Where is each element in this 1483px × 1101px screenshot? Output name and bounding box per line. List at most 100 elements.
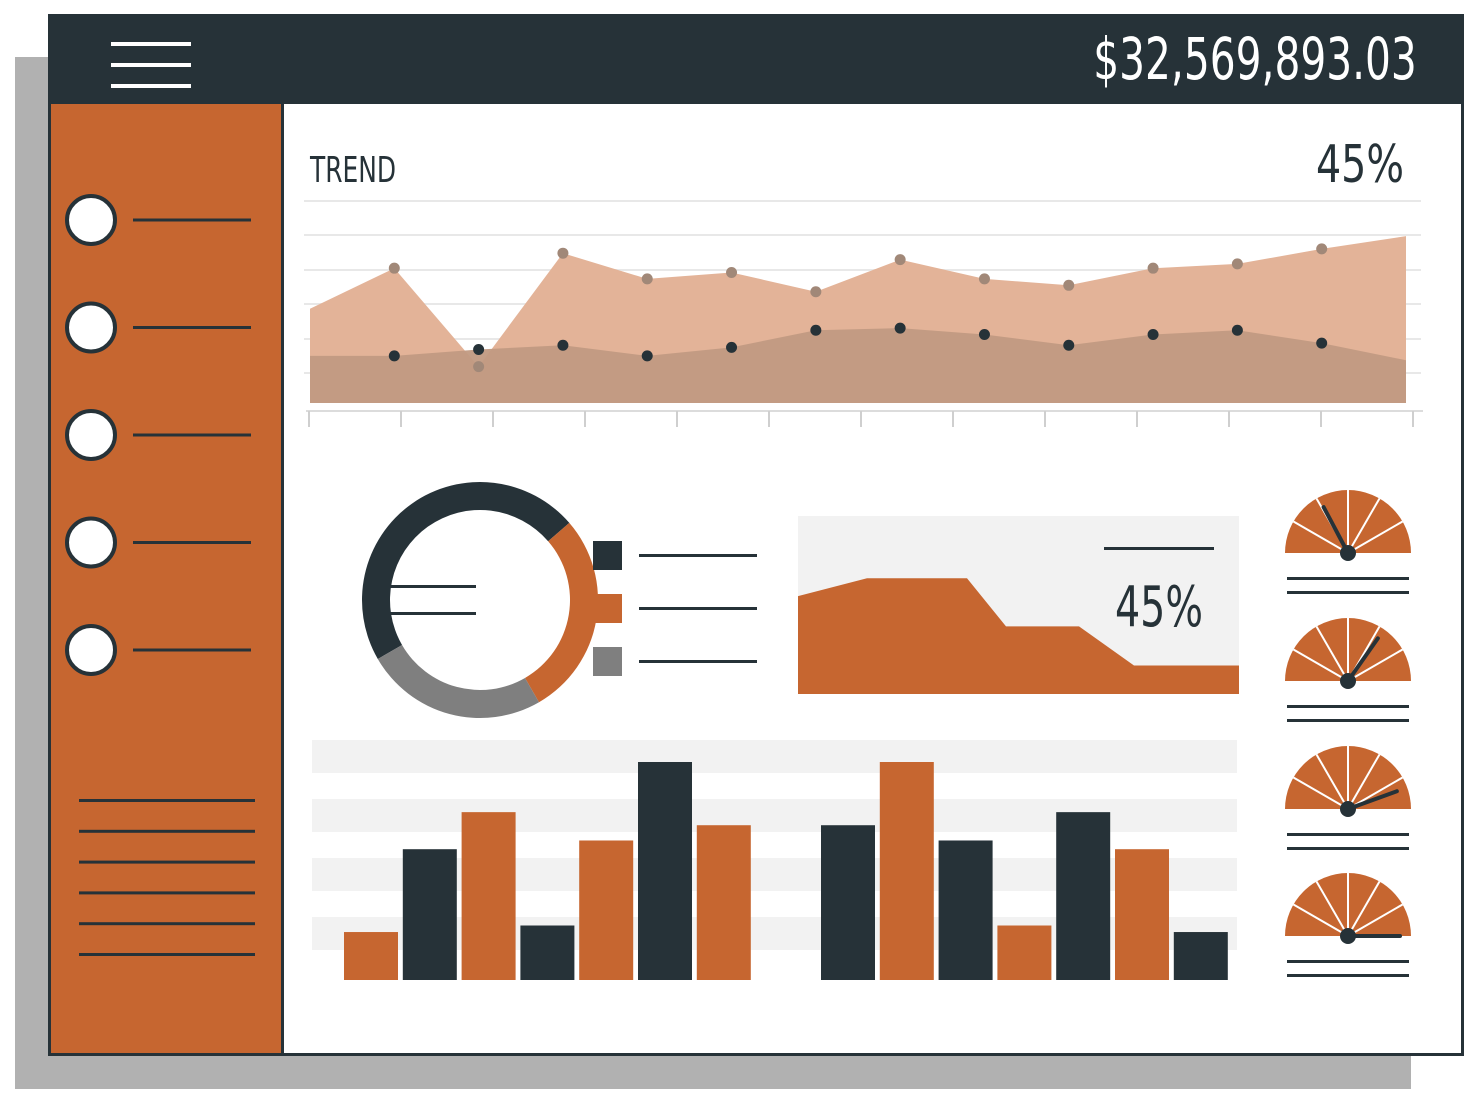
donut-legend: [593, 541, 757, 676]
grid-line: [304, 200, 1421, 202]
gauge-label-line: [1287, 974, 1409, 977]
gauge-label-line: [1287, 577, 1409, 580]
nav-label-line: [133, 433, 251, 437]
nav-item-4[interactable]: [65, 516, 251, 569]
trend-title: TREND: [309, 150, 396, 191]
donut-slice-dark: [362, 482, 570, 659]
nav-label-line: [133, 218, 251, 222]
bar: [879, 762, 934, 980]
bar: [1115, 849, 1169, 980]
nav-label-line: [133, 648, 251, 652]
x-axis-tick: [1228, 411, 1230, 427]
x-axis-tick: [1320, 411, 1322, 427]
gauge-segment-line: [1347, 903, 1404, 937]
grid-line: [304, 269, 1421, 271]
nav-item-3[interactable]: [65, 409, 251, 461]
legend-swatch: [593, 647, 622, 676]
donut-chart: [362, 482, 598, 718]
trend-point: [1147, 329, 1159, 341]
gauge-segment-line: [1347, 520, 1404, 554]
trend-point: [726, 341, 738, 353]
nav-label-line: [133, 326, 251, 329]
x-axis-tick: [584, 411, 586, 427]
sidebar-text-line: [79, 829, 255, 833]
trend-point: [810, 286, 822, 298]
nav-item-5[interactable]: [65, 624, 251, 676]
bar: [344, 932, 398, 980]
gauge-label-line: [1287, 705, 1409, 708]
trend-point: [1063, 279, 1075, 291]
gauge-label-line: [1287, 833, 1409, 836]
trend-point: [388, 262, 400, 274]
legend-label-line: [639, 660, 757, 663]
nav-circle-icon: [65, 516, 117, 569]
x-axis-line: [306, 410, 1423, 412]
area-card-fill: [798, 578, 1239, 694]
trend-point: [641, 273, 653, 285]
hamburger-menu-icon[interactable]: [51, 17, 251, 104]
sidebar-text-line: [79, 799, 255, 802]
trend-point: [1316, 337, 1328, 349]
legend-item-dark: [593, 541, 757, 570]
trend-series-2-area: [310, 328, 1406, 403]
sidebar-text-line: [79, 860, 255, 864]
nav-circle-icon: [65, 194, 117, 246]
dashboard-window: $32,569,893.03 TREND 45% 20% 45%: [48, 14, 1464, 1056]
area-card: 45%: [798, 516, 1239, 694]
trend-point: [1231, 324, 1243, 336]
trend-area-chart: [310, 236, 1406, 403]
sidebar-graphics: [65, 194, 255, 956]
gauge-segment-line: [1315, 753, 1349, 810]
legend-item-gray: [593, 647, 757, 676]
legend-label-line: [639, 554, 757, 557]
trend-point: [557, 339, 569, 351]
gauge: [1285, 490, 1411, 594]
bar: [402, 849, 457, 980]
trend-point: [473, 344, 485, 355]
gauge-hub: [1340, 545, 1356, 561]
donut-center-lines: [386, 585, 476, 615]
bar: [638, 762, 692, 980]
x-axis-tick: [860, 411, 862, 427]
nav-label-line: [133, 541, 251, 544]
bar: [1173, 932, 1228, 980]
gauge-needle: [1346, 789, 1399, 811]
top-bar: $32,569,893.03: [51, 17, 1461, 104]
nav-item-1[interactable]: [65, 194, 251, 246]
gauge-hub: [1340, 801, 1356, 817]
bar: [696, 825, 751, 980]
bar: [938, 840, 993, 980]
x-axis-tick: [676, 411, 678, 427]
gauge-label-line: [1287, 847, 1409, 850]
donut-slice-gray: [377, 645, 539, 718]
x-axis-tick: [400, 411, 402, 427]
gauge-label-line: [1287, 719, 1409, 722]
trend-panel: TREND 45% 20%: [304, 135, 1423, 427]
sidebar-text-line: [79, 953, 255, 956]
bar: [520, 925, 575, 980]
gauge-segment-line: [1292, 648, 1349, 682]
nav-item-2[interactable]: [65, 301, 251, 354]
trend-point: [641, 350, 653, 362]
bar-chart: [344, 762, 1228, 980]
gauge-segment-line: [1292, 776, 1349, 810]
area-card-value: 45%: [1115, 575, 1203, 640]
bar: [821, 825, 875, 980]
x-axis-tick: [308, 411, 310, 427]
sidebar-text-line: [79, 891, 255, 895]
trend-point: [978, 329, 990, 341]
x-axis-tick: [1136, 411, 1138, 427]
gauge: [1285, 873, 1411, 977]
gauge-label-line: [1287, 591, 1409, 594]
nav-circle-icon: [65, 409, 117, 461]
nav-circle-icon: [65, 301, 117, 354]
gauge-segment-line: [1347, 880, 1381, 937]
bar: [461, 812, 516, 980]
sidebar: [51, 104, 284, 1053]
gauge-segment-line: [1315, 625, 1349, 682]
area-card-line: [1104, 547, 1214, 550]
x-axis-tick: [1044, 411, 1046, 427]
legend-swatch: [593, 541, 622, 570]
gauge-segment-line: [1347, 497, 1381, 554]
trend-point: [894, 254, 906, 266]
